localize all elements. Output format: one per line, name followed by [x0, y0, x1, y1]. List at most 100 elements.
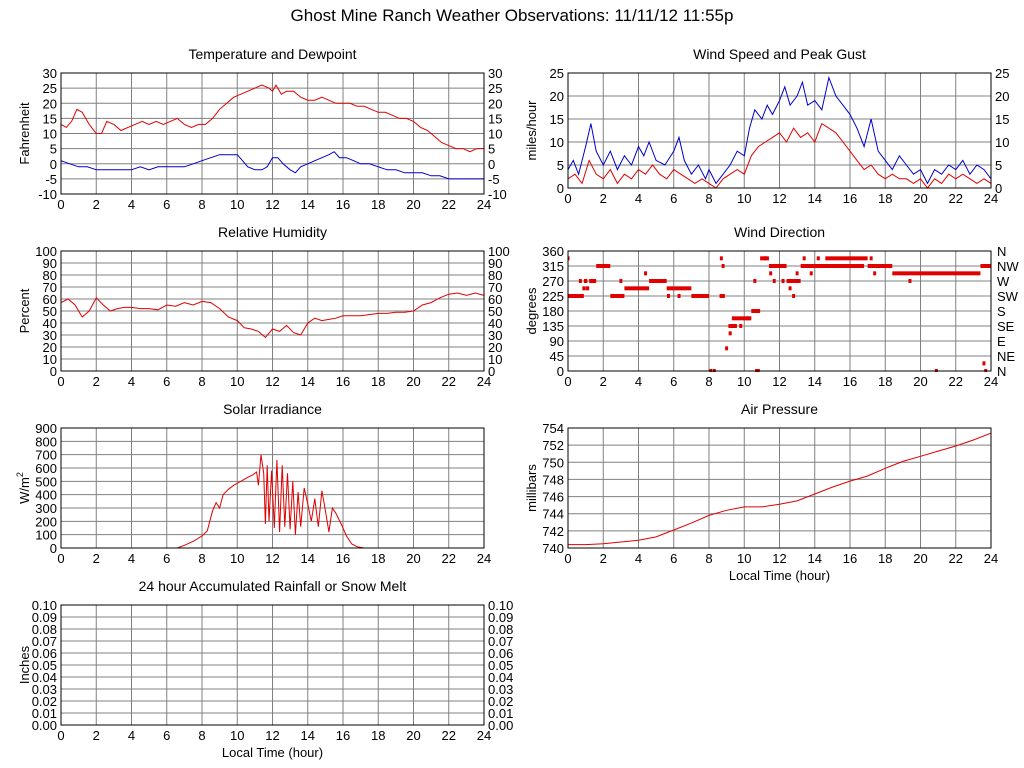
y-tick-label: 750 — [542, 455, 564, 470]
y-tick-label: 20 — [550, 89, 564, 104]
compass-tick-label: E — [997, 334, 1006, 349]
x-tick-label: 0 — [564, 374, 571, 389]
x-tick-label: 20 — [406, 374, 420, 389]
x-tick-label: 6 — [163, 374, 170, 389]
direction-point — [644, 271, 648, 276]
direction-segment — [666, 286, 674, 291]
x-tick-label: 8 — [705, 191, 712, 206]
x-tick-label: 4 — [128, 197, 135, 212]
x-tick-label: 10 — [230, 728, 244, 743]
chart-rain: 0 2 4 6 8 10 12 14 16 18 20 22 240.000.010.020.030.0… — [17, 578, 513, 760]
compass-tick-label: SW — [997, 289, 1019, 304]
direction-segment — [786, 279, 801, 283]
series-line-0 — [61, 292, 484, 339]
y-tick-label-right: 40 — [488, 316, 502, 331]
y-tick-label-right: 25 — [488, 81, 502, 96]
direction-point — [763, 256, 767, 261]
y-tick-label-right: 0.04 — [488, 670, 513, 685]
direction-point — [582, 286, 586, 291]
y-tick-label: 0 — [557, 364, 564, 379]
x-tick-label: 2 — [93, 197, 100, 212]
y-tick-label: 740 — [542, 541, 564, 556]
x-tick-label: 22 — [949, 191, 963, 206]
compass-tick-label: N — [997, 244, 1006, 259]
y-tick-label: 742 — [542, 524, 564, 539]
direction-point — [578, 279, 582, 283]
y-tick-label: 0.10 — [32, 598, 57, 613]
y-tick-label-right: 5 — [488, 142, 495, 157]
y-tick-label: 752 — [542, 438, 564, 453]
plot-frame — [567, 72, 992, 189]
y-tick-label: 200 — [35, 514, 57, 529]
x-tick-label: 2 — [93, 551, 100, 566]
y-tick-label: 0 — [557, 181, 564, 196]
x-tick-label: 0 — [57, 728, 64, 743]
x-tick-label: 10 — [230, 197, 244, 212]
y-tick-label: 15 — [43, 111, 57, 126]
x-tick-label: 2 — [600, 191, 607, 206]
x-tick-label: 4 — [635, 551, 642, 566]
y-tick-label-right: 0.02 — [488, 694, 513, 709]
y-tick-label: 0.00 — [32, 718, 57, 733]
x-tick-label: 8 — [198, 197, 205, 212]
direction-point — [753, 279, 757, 283]
series-line-1 — [568, 122, 991, 189]
x-tick-label: 2 — [600, 551, 607, 566]
x-tick-label: 0 — [564, 551, 571, 566]
y-tick-label: 100 — [35, 244, 57, 259]
x-tick-label: 18 — [878, 191, 892, 206]
direction-point — [781, 279, 785, 283]
direction-point — [788, 286, 792, 291]
y-tick-label: 754 — [542, 421, 564, 436]
direction-segment — [583, 279, 588, 283]
y-tick-label: 0.06 — [32, 646, 57, 661]
chart-title: Temperature and Dewpoint — [188, 46, 356, 62]
x-tick-label: 2 — [93, 728, 100, 743]
direction-point — [869, 256, 873, 261]
chart-dir: 0 2 4 6 8 10 12 14 16 18 20 22 240459013518022527031… — [524, 224, 1019, 389]
y-tick-label: 900 — [35, 421, 57, 436]
chart-title: Air Pressure — [741, 401, 818, 417]
y-tick-label-right: 0.10 — [488, 598, 513, 613]
compass-tick-label: NE — [997, 349, 1015, 364]
x-tick-label: 12 — [265, 197, 279, 212]
x-tick-label: 14 — [301, 728, 315, 743]
y-tick-label-right: 15 — [488, 111, 502, 126]
y-tick-label: 45 — [550, 349, 564, 364]
x-tick-label: 10 — [737, 374, 751, 389]
y-tick-label: 746 — [542, 490, 564, 505]
direction-segment — [585, 286, 590, 291]
y-tick-label-right: 5 — [995, 158, 1002, 173]
direction-segment — [719, 294, 725, 298]
y-tick-label: 135 — [542, 319, 564, 334]
x-tick-label: 24 — [477, 374, 491, 389]
direction-segment — [731, 316, 752, 321]
x-tick-label: 0 — [564, 191, 571, 206]
direction-point — [739, 324, 743, 328]
plot-frame — [567, 250, 992, 372]
x-tick-label: 24 — [984, 551, 998, 566]
y-axis-label: W/m2 — [15, 472, 32, 504]
direction-point — [725, 346, 729, 351]
y-tick-label: 15 — [550, 112, 564, 127]
x-tick-label: 18 — [878, 374, 892, 389]
chart-wind: 0 2 4 6 8 10 12 14 16 18 20 22 240510152025051015202… — [524, 46, 1009, 206]
y-tick-label-right: 0.07 — [488, 634, 513, 649]
x-tick-label: 8 — [705, 551, 712, 566]
compass-tick-label: N — [997, 364, 1006, 379]
x-axis-label: Local Time (hour) — [222, 745, 323, 760]
y-tick-label: 0.05 — [32, 658, 57, 673]
x-tick-label: 20 — [406, 551, 420, 566]
y-tick-label: 80 — [43, 268, 57, 283]
x-tick-label: 20 — [406, 728, 420, 743]
plot-frame — [60, 72, 485, 195]
y-tick-label: 30 — [43, 328, 57, 343]
plot-frame — [567, 427, 992, 549]
y-tick-label: 25 — [550, 66, 564, 81]
y-tick-label-right: -10 — [488, 187, 507, 202]
y-tick-label-right: 70 — [488, 280, 502, 295]
x-tick-label: 20 — [406, 197, 420, 212]
x-tick-label: 24 — [984, 191, 998, 206]
chart-solar: 0 2 4 6 8 10 12 14 16 18 20 22 240100200300400500600… — [15, 401, 491, 566]
